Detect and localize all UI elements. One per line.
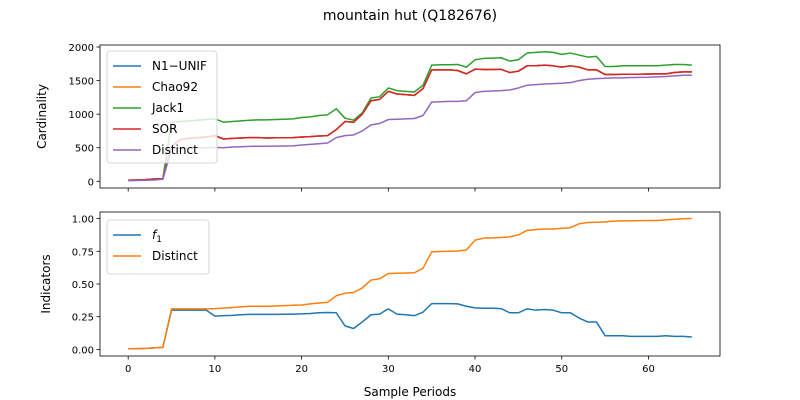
cardinality-panel: 0 500 1000 1500 2000 Cardinality N1−UNIF Chao92…: [35, 43, 721, 192]
top-y-tick-label: 2000: [69, 43, 94, 54]
top-y-tick-label: 1500: [69, 77, 94, 88]
bottom-legend-label-f1: f1: [152, 228, 162, 245]
bottom-series-distinct: [128, 217, 692, 350]
top-legend-label-n1-unif: N1−UNIF: [152, 59, 207, 73]
bottom-x-tick-label: 60: [642, 364, 655, 375]
bottom-y-tick-label: 1.00: [72, 215, 94, 226]
bottom-y-axis-label: Indicators: [39, 254, 53, 313]
bottom-x-tick-label: 10: [209, 364, 222, 375]
x-axis-label: Sample Periods: [364, 385, 456, 399]
indicators-panel: 0 10 20 30 40 50 60 0.00 0.25 0.50 0.75 1.00 Indicat…: [39, 211, 721, 375]
top-y-tick-label: 500: [75, 144, 94, 155]
top-axes-frame: [99, 44, 721, 189]
top-series-sor: [128, 64, 692, 182]
top-legend-label-jack1: Jack1: [151, 101, 184, 115]
bottom-y-tick-label: 0.75: [72, 247, 94, 258]
top-legend-box: [106, 50, 218, 164]
top-series-jack1: [128, 50, 692, 182]
bottom-y-tick-label: 0.25: [72, 313, 94, 324]
bottom-y-tick-label: 0.00: [72, 345, 94, 356]
top-legend-label-distinct: Distinct: [152, 143, 198, 157]
top-y-tick-label: 0: [88, 177, 94, 188]
top-legend: N1−UNIF Chao92 Jack1 SOR Distinct: [106, 50, 218, 164]
figure-title: mountain hut (Q182676): [323, 8, 497, 24]
bottom-legend-box: [106, 219, 210, 275]
bottom-x-tick-label: 20: [295, 364, 308, 375]
top-legend-label-sor: SOR: [152, 122, 177, 136]
bottom-legend: f1 Distinct: [106, 219, 210, 275]
top-legend-label-chao92: Chao92: [152, 80, 198, 94]
bottom-x-tick-label: 50: [555, 364, 568, 375]
bottom-series-f1: [128, 302, 692, 350]
top-series-distinct: [128, 74, 692, 182]
top-y-tick-label: 1000: [69, 110, 94, 121]
bottom-x-tick-label: 40: [469, 364, 482, 375]
top-y-axis-label: Cardinality: [35, 84, 49, 149]
bottom-x-tick-label: 30: [382, 364, 395, 375]
bottom-x-tick-label: 0: [125, 364, 131, 375]
bottom-legend-label-distinct: Distinct: [152, 249, 198, 263]
bottom-y-tick-label: 0.50: [72, 280, 94, 291]
